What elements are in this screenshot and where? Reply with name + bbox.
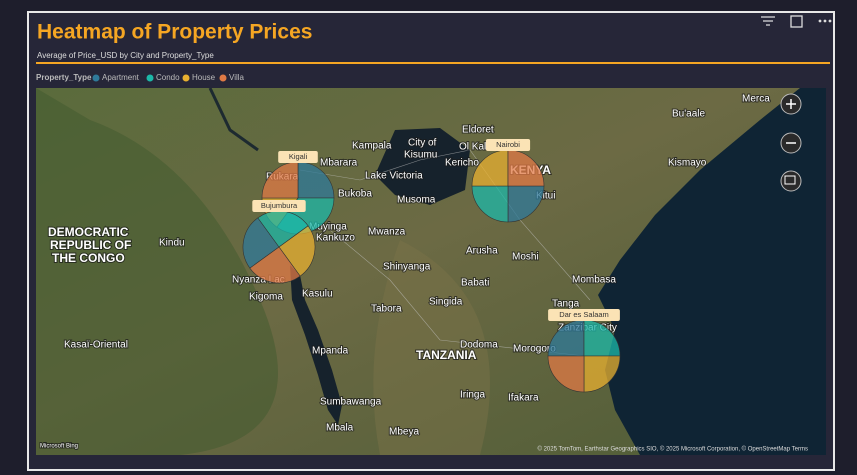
city-label: Nairobi	[496, 140, 520, 149]
map-provider: Microsoft Bing	[40, 444, 78, 450]
place-label: Kigoma	[249, 292, 283, 303]
place-label: DEMOCRATIC	[48, 225, 129, 239]
legend-swatch	[146, 74, 154, 82]
legend-label: Villa	[229, 73, 245, 82]
pies: Kigali Bujumbura Nairobi Dar es Salaam	[242, 139, 621, 393]
focus-icon[interactable]	[790, 15, 803, 28]
more-icon[interactable]	[818, 19, 832, 23]
pie-slice	[249, 246, 301, 284]
pie-slice	[278, 225, 316, 277]
place-label: Mbeya	[389, 427, 419, 438]
place-label: Ifakara	[508, 393, 539, 404]
place-label: Kasulu	[302, 289, 333, 300]
place-label: Mbarara	[320, 158, 358, 169]
attribution: © 2025 TomTom, Earthstar Geographics SIO…	[538, 446, 809, 453]
legend-label: Apartment	[102, 73, 140, 82]
place-label: Kismayo	[668, 158, 707, 169]
place-label: TANZANIA	[416, 348, 477, 362]
place-label: Tanga	[552, 299, 580, 310]
chart-subtitle: Average of Price_USD by City and Propert…	[37, 51, 214, 60]
filter-icon[interactable]	[761, 16, 775, 26]
pie-slice	[547, 355, 585, 393]
place-label: Kericho	[445, 158, 479, 169]
city-label: Bujumbura	[261, 201, 298, 210]
place-label: Sumbawanga	[320, 397, 382, 408]
pie-slice	[507, 185, 545, 223]
place-label: Bukoba	[338, 189, 372, 200]
legend-swatch	[182, 74, 190, 82]
legend-label: Condo	[156, 73, 180, 82]
city-tooltip	[278, 151, 318, 163]
place-label: Shinyanga	[383, 262, 431, 273]
place-label: Musoma	[397, 195, 436, 206]
place-label: Kindu	[159, 238, 185, 249]
place-label: Singida	[429, 297, 463, 308]
place-label: THE CONGO	[52, 251, 125, 265]
visual-toolbar[interactable]	[761, 15, 832, 28]
title-underline	[36, 62, 830, 64]
legend: Apartment Condo House Villa	[92, 73, 245, 82]
map-style[interactable]	[780, 170, 802, 192]
ocean	[598, 88, 826, 455]
place-label: Babati	[461, 278, 489, 289]
legend-label: House	[192, 73, 216, 82]
place-label: Morogoro	[513, 344, 556, 355]
place-label: Kasaï-Oriental	[64, 340, 128, 351]
city-label: Dar es Salaam	[559, 310, 609, 319]
place-label: REPUBLIC OF	[50, 238, 131, 252]
city-tooltip	[548, 309, 620, 321]
lake-victoria	[375, 128, 470, 205]
lake-tanganyika	[290, 265, 342, 425]
place-label: Tabora	[371, 304, 402, 315]
city-tooltip	[252, 200, 306, 212]
place-label: Kampala	[352, 141, 392, 152]
city-tooltip	[485, 139, 531, 151]
map: Merca Bu'aale Kismayo Eldoret Kampala City of…	[36, 88, 826, 455]
place-label: Dodoma	[460, 340, 498, 351]
place-label: Moshi	[512, 252, 539, 263]
legend-swatch	[92, 74, 100, 82]
pie-slice	[471, 185, 509, 223]
place-label: Kisumu	[404, 150, 437, 161]
place-label: Mbala	[326, 423, 354, 434]
place-label: Eldoret	[462, 125, 494, 136]
place-label: Iringa	[460, 390, 485, 401]
lake-albert	[208, 88, 259, 152]
map-style-icon	[784, 175, 796, 185]
plateau	[373, 240, 490, 455]
legend-title: Property_Type	[36, 73, 92, 82]
place-label: Mwanza	[368, 227, 406, 238]
map-labels: Merca Bu'aale Kismayo Eldoret Kampala City of…	[47, 93, 771, 439]
place-label: Bu'aale	[672, 109, 705, 120]
city-label: Kigali	[289, 152, 308, 161]
zoom-in-icon	[786, 99, 796, 109]
map-controls[interactable]	[780, 93, 802, 192]
place-label: Merca	[742, 94, 770, 105]
place-label: Mpanda	[312, 346, 349, 357]
chart-title: Heatmap of Property Prices	[37, 21, 312, 44]
place-label: Arusha	[466, 246, 498, 257]
place-label: City of	[408, 138, 437, 149]
place-label: Kankuzo	[316, 233, 355, 244]
legend-swatch	[219, 74, 227, 82]
place-label: Lake Victoria	[365, 171, 423, 182]
forest	[36, 88, 278, 455]
pie-slice	[583, 355, 621, 393]
pie-slice	[242, 217, 280, 269]
place-label: Mombasa	[572, 275, 616, 286]
